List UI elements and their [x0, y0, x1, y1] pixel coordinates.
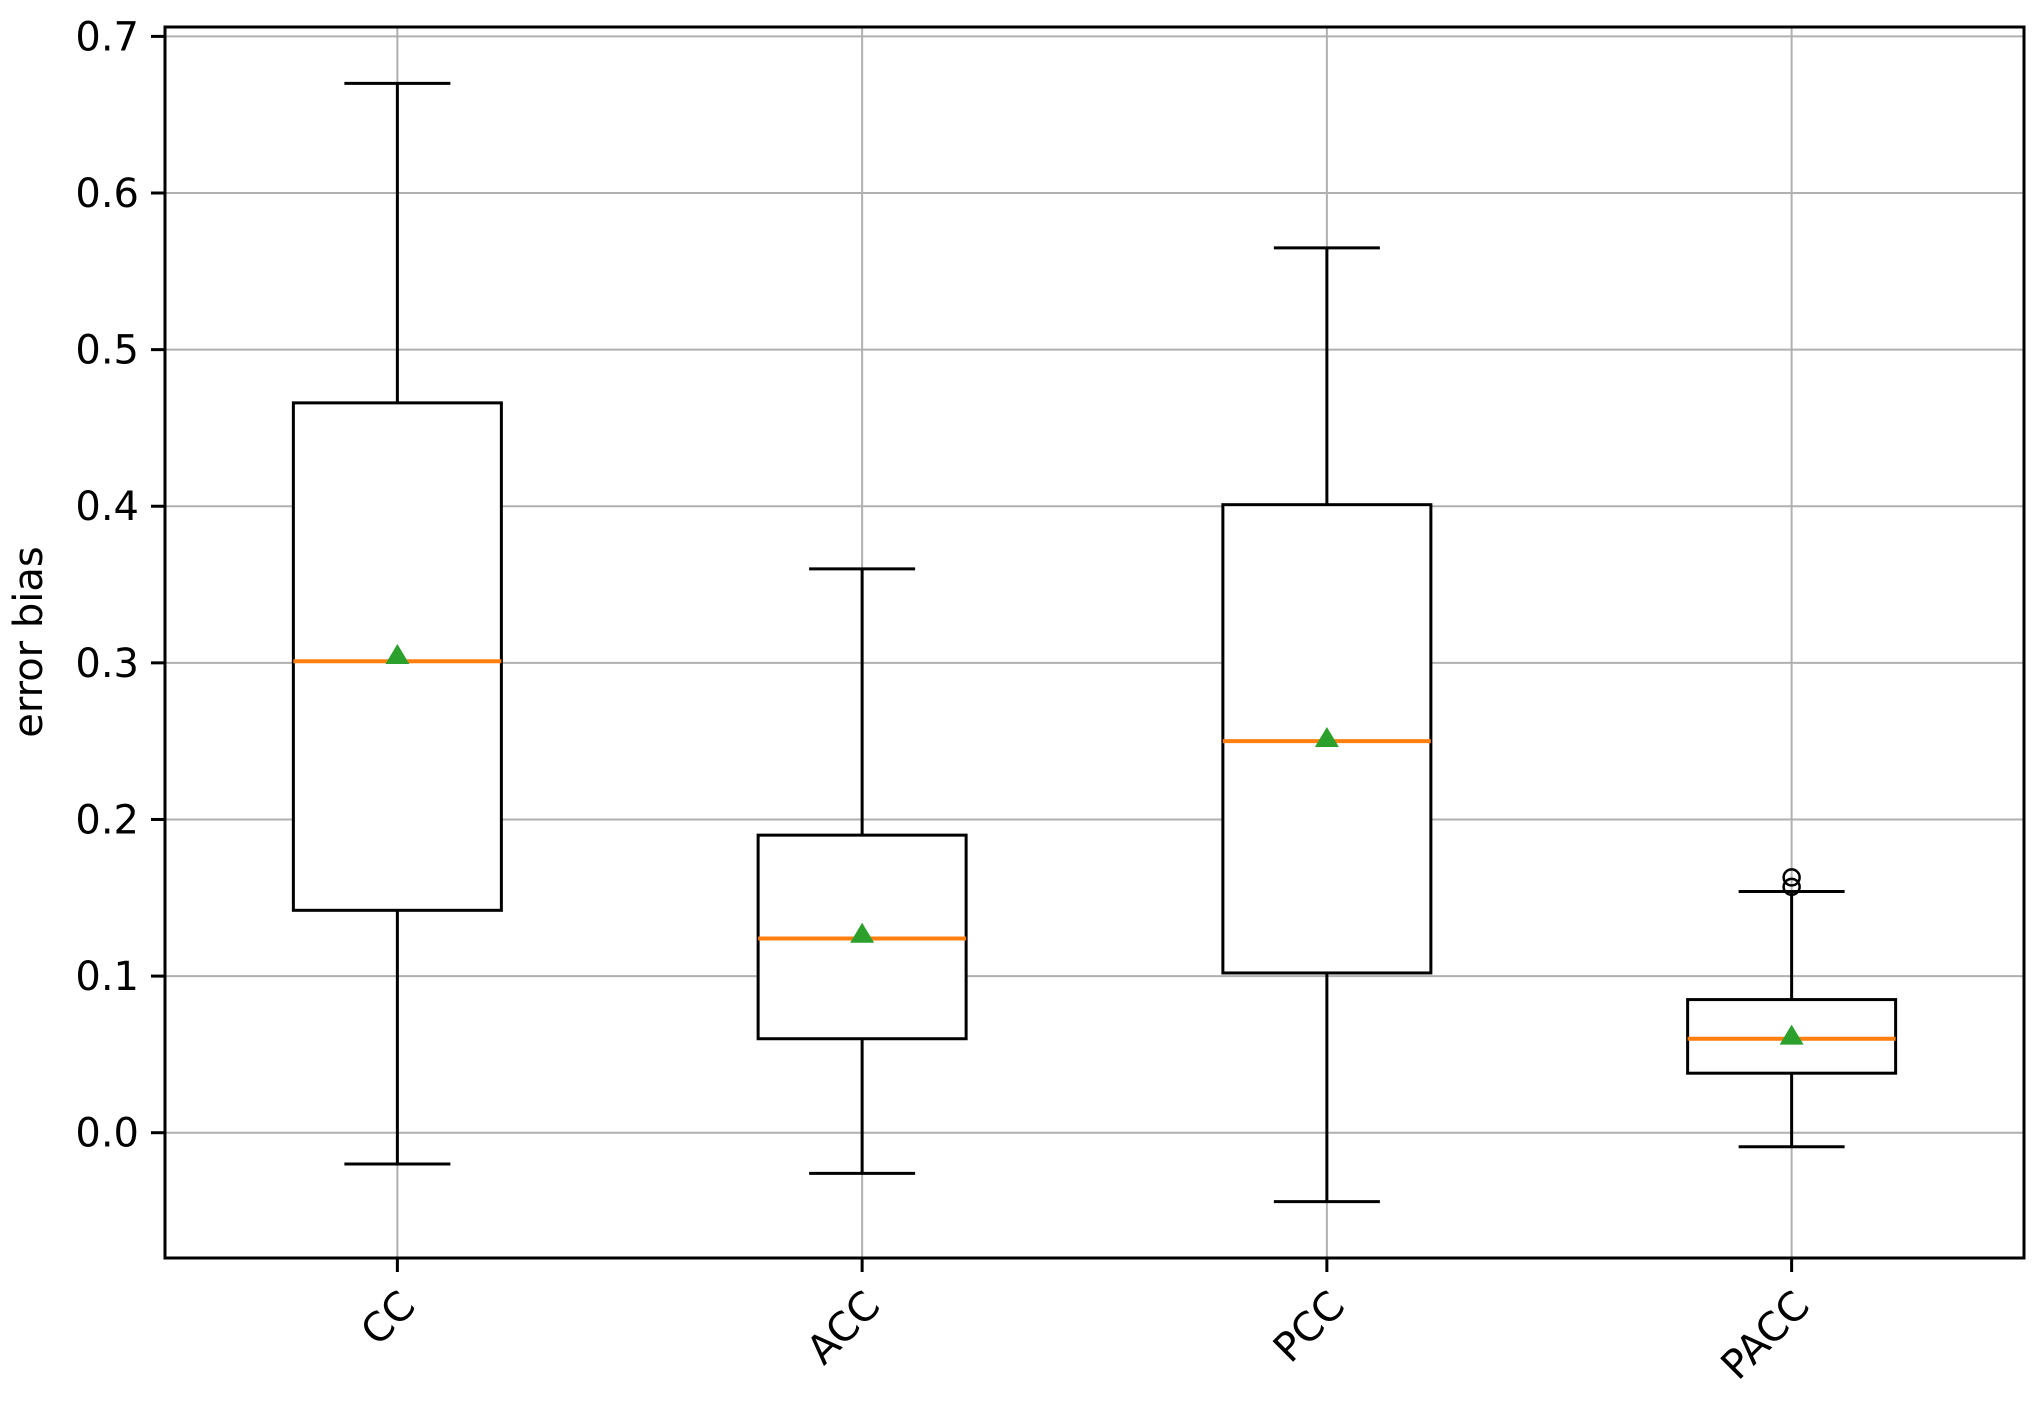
mean-marker-PCC [1314, 727, 1339, 748]
y-tick-label: 0.7 [75, 14, 139, 60]
mean-marker-PACC [1779, 1024, 1804, 1045]
x-tick-label-CC: CC [352, 1283, 424, 1355]
outlier-point-PACC [1782, 868, 1801, 887]
y-tick-label: 0.3 [75, 641, 139, 687]
mean-marker-ACC [850, 922, 875, 943]
y-tick-label: 0.6 [75, 171, 139, 217]
y-tick-label: 0.2 [75, 797, 139, 843]
y-axis-label: error bias [6, 546, 52, 737]
plot-border [163, 25, 2026, 1260]
y-tick-label: 0.0 [75, 1111, 139, 1157]
y-tick-label: 0.4 [75, 484, 139, 530]
outlier-point-PACC [1782, 877, 1801, 897]
x-tick-label-PCC: PCC [1265, 1283, 1354, 1372]
y-tick-label: 0.5 [75, 328, 139, 374]
x-tick-label-ACC: ACC [798, 1283, 889, 1374]
y-tick-label: 0.1 [75, 954, 139, 1000]
x-tick-label-PACC: PACC [1713, 1283, 1819, 1389]
mean-marker-CC [385, 644, 410, 665]
